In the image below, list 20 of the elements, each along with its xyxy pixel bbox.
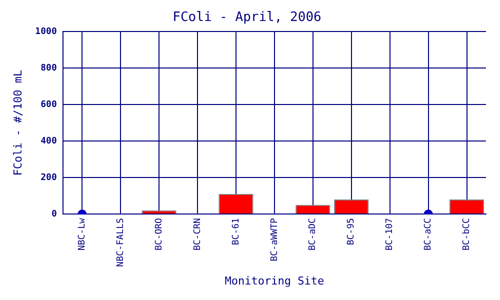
x-tick-label: BC-61: [231, 218, 242, 246]
x-tick-label: BC-aCC: [424, 218, 434, 251]
chart-title: FColi - April, 2006: [172, 10, 322, 26]
y-axis-title: FColi - #/100 mL: [11, 69, 24, 176]
x-tick-label: BC-107: [385, 218, 396, 251]
y-tick-label: 1000: [35, 26, 57, 37]
y-tick-label: 800: [40, 63, 57, 74]
y-tick-label: 600: [40, 100, 57, 110]
x-tick-label: BC-bCC: [462, 218, 472, 251]
x-tick-label: BC-95: [346, 218, 357, 246]
x-tick-label: NBC-FALLS: [116, 218, 126, 267]
x-tick-label: NBC-Lw: [77, 217, 88, 251]
y-tick-label: 200: [40, 172, 57, 183]
x-tick-label: BC-aDC: [308, 218, 318, 251]
x-tick-label: BC-CRN: [192, 218, 203, 251]
x-tick-label: BC-aWWTP: [270, 217, 280, 262]
y-tick-label: 400: [40, 136, 57, 146]
x-axis-title: Monitoring Site: [224, 274, 324, 288]
y-tick-label: 0: [51, 209, 57, 220]
x-tick-label: BC-ORO: [154, 218, 164, 251]
